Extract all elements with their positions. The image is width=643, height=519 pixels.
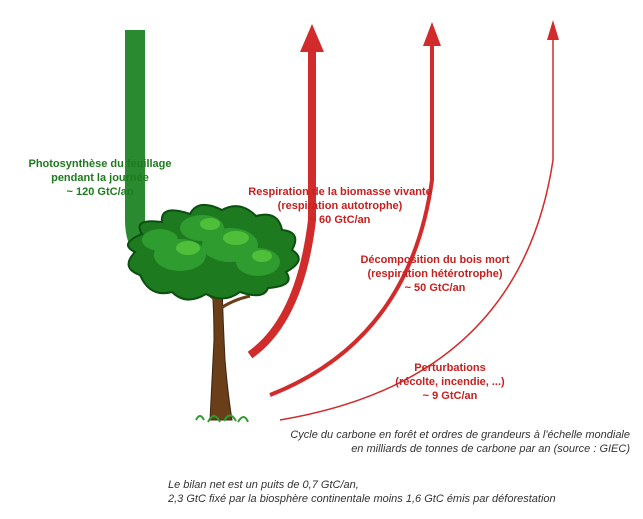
photosynthesis-label: Photosynthèse du feuillage pendant la jo… <box>10 158 190 199</box>
figure-caption: Cycle du carbone en forêt et ordres de g… <box>260 428 630 457</box>
photo-line3: ~ 120 GtC/an <box>67 186 134 198</box>
perturbations-label: Perturbations (récolte, incendie, ...) ~… <box>360 362 540 403</box>
footnote-line2: 2,3 GtC fixé par la biosphère continenta… <box>168 493 556 505</box>
resp-line2: (respiration autotrophe) <box>278 200 403 212</box>
photo-line2: pendant la journée <box>51 172 149 184</box>
perturb-line2: (récolte, incendie, ...) <box>395 376 504 388</box>
resp-line3: ~ 60 GtC/an <box>310 214 371 226</box>
decomposition-label: Décomposition du bois mort (respiration … <box>330 254 540 295</box>
photo-line1: Photosynthèse du feuillage <box>28 158 171 170</box>
resp-line1: Respiration de la biomasse vivante <box>248 186 431 198</box>
tree-illustration <box>128 205 299 422</box>
caption-line1: Cycle du carbone en forêt et ordres de g… <box>290 429 630 441</box>
decomp-line1: Décomposition du bois mort <box>360 254 509 266</box>
respiration-label: Respiration de la biomasse vivante (resp… <box>225 186 455 227</box>
perturb-line3: ~ 9 GtC/an <box>423 390 478 402</box>
perturb-line1: Perturbations <box>414 362 486 374</box>
decomp-line3: ~ 50 GtC/an <box>405 282 466 294</box>
footnote-line1: Le bilan net est un puits de 0,7 GtC/an, <box>168 479 359 491</box>
decomp-line2: (respiration hétérotrophe) <box>367 268 502 280</box>
figure-footnote: Le bilan net est un puits de 0,7 GtC/an,… <box>168 478 628 507</box>
caption-line2: en milliards de tonnes de carbone par an… <box>351 443 630 455</box>
